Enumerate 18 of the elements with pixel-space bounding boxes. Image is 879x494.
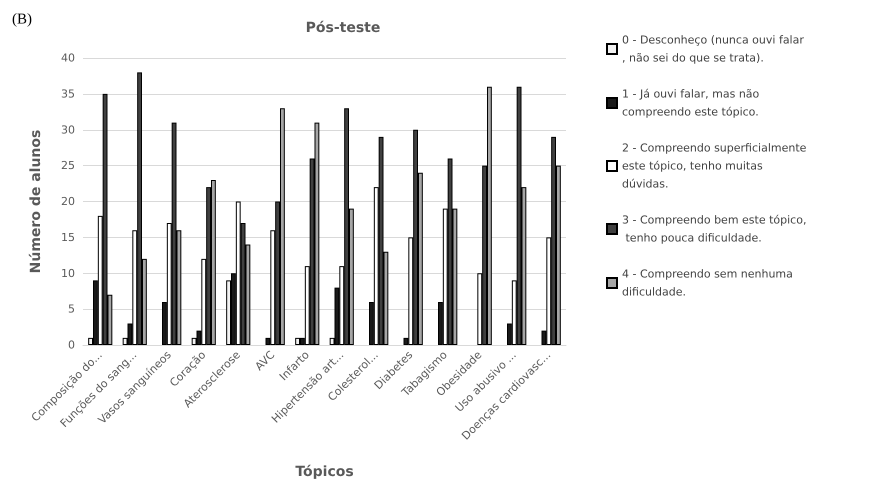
y-axis-title: Número de alunos — [28, 130, 44, 274]
legend-label: 0 - Desconheço (nunca ouvi falar, não sei do que se trata). — [622, 34, 804, 64]
chart-title: Pós-teste — [306, 20, 380, 36]
y-tick-label: 40 — [61, 52, 75, 64]
y-tick-label: 30 — [61, 123, 75, 136]
y-tick-label: 15 — [61, 230, 75, 244]
y-tick-label: 25 — [61, 159, 75, 172]
text: (B) — [12, 12, 32, 28]
y-tick-label: 10 — [61, 266, 75, 280]
y-tick-label: 35 — [61, 87, 75, 100]
legend-label: 4 - Compreendo sem nenhuma dificuldade. — [622, 268, 796, 298]
y-tick-label: 20 — [61, 195, 75, 208]
x-axis-title: Tópicos — [295, 464, 354, 480]
legend-label: 3 - Compreendo bem este tópico, tenho pouca dificuldade. — [622, 214, 806, 244]
legend-label: 2 - Compreendo superficialmente este tópico, tenho muitas dúvidas. — [622, 142, 810, 190]
y-tick-label: 0 — [68, 338, 75, 352]
legend-label: 1 - Já ouvi falar, mas não compreendo este tópico. — [622, 88, 763, 118]
y-tick-label: 5 — [68, 302, 75, 316]
